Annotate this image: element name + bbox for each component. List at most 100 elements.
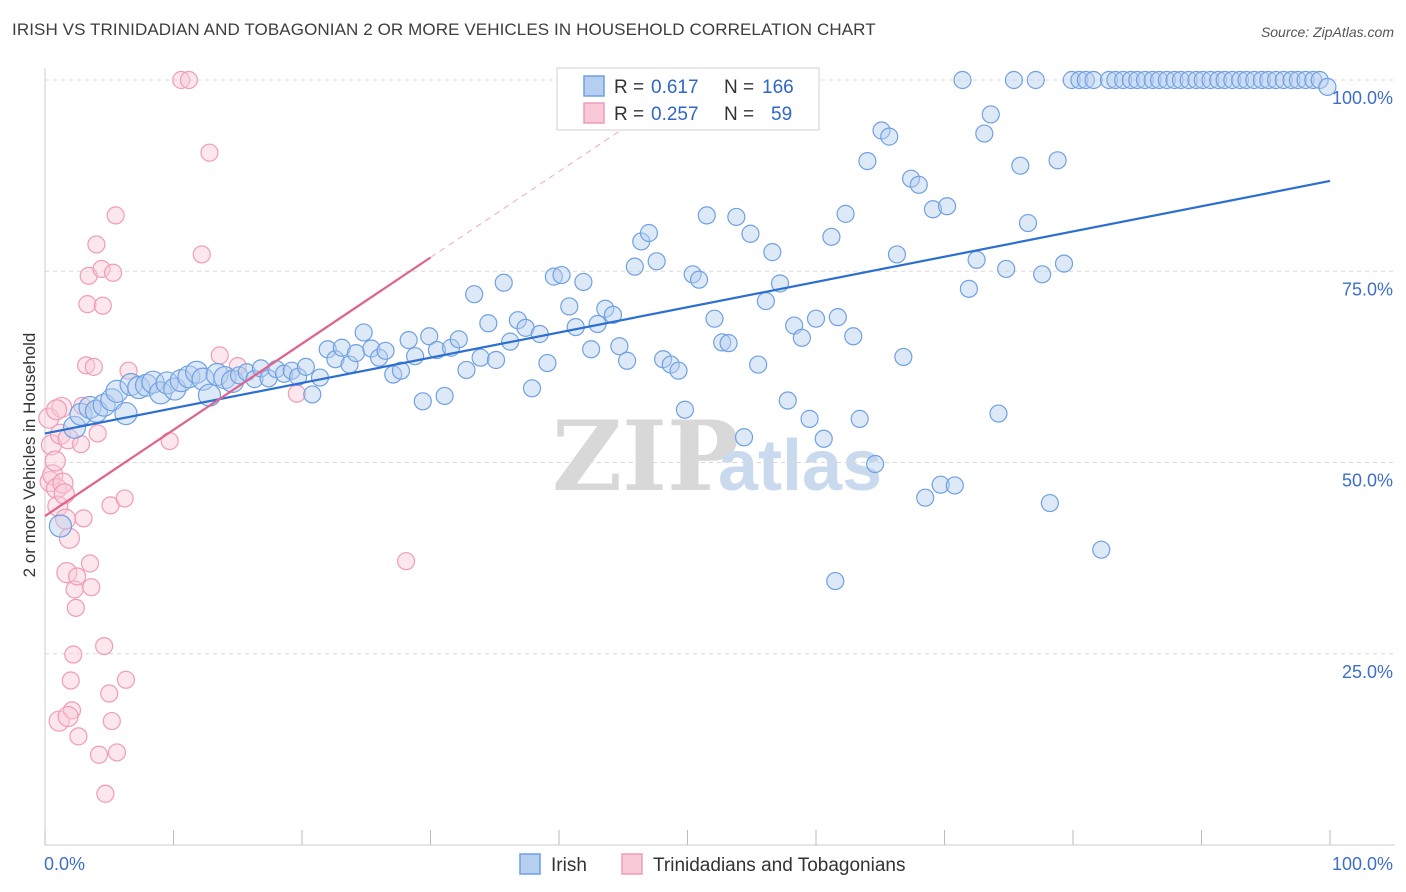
tick-labels: 25.0% 50.0% 75.0% 100.0% 0.0% 100.0% <box>44 88 1393 874</box>
irish-point <box>1048 151 1067 170</box>
irish-point <box>479 314 498 333</box>
trini-point <box>287 384 306 403</box>
irish-point <box>719 334 738 353</box>
irish-point <box>800 409 819 428</box>
irish-point <box>1157 70 1176 90</box>
y-tick-label-50: 50.0% <box>1342 471 1393 491</box>
irish-point <box>471 348 490 367</box>
trini-point <box>119 361 138 380</box>
irish-point <box>705 309 724 328</box>
irish-point <box>552 265 571 285</box>
irish-point <box>669 361 688 380</box>
irish-point <box>370 348 389 367</box>
y-axis-label: 2 or more Vehicles in Household <box>20 333 39 578</box>
irish-point <box>1070 70 1089 90</box>
irish-point <box>923 200 943 219</box>
irish-point <box>814 429 833 448</box>
legend-trini-n-label: N = <box>724 104 754 125</box>
irish-point <box>647 252 666 271</box>
irish-point <box>114 401 138 426</box>
irish-point <box>289 367 308 386</box>
irish-point <box>749 355 768 374</box>
trini-point <box>116 670 136 689</box>
trini-point <box>396 552 416 571</box>
irish-point <box>844 327 863 346</box>
trini-point <box>68 567 87 586</box>
trini-point <box>179 70 199 90</box>
trini-point <box>100 684 119 703</box>
trini-point <box>45 399 68 421</box>
irish-point <box>332 338 351 357</box>
trini-point <box>53 483 75 505</box>
irish-point <box>134 373 159 397</box>
trini-point <box>104 263 123 282</box>
legend-trini-swatch <box>583 102 605 124</box>
irish-point <box>1201 70 1220 90</box>
trini-point <box>93 296 112 315</box>
irish-point <box>1215 70 1234 90</box>
watermark-atlas: atlas <box>718 426 882 506</box>
irish-point <box>806 309 826 328</box>
trini-point <box>77 356 96 375</box>
trini-point <box>172 70 191 90</box>
trini-point <box>87 235 106 254</box>
irish-point <box>1209 70 1228 90</box>
irish-point <box>1040 493 1059 513</box>
irish-point <box>1296 70 1315 90</box>
irish-point <box>1193 70 1212 90</box>
irish-point <box>909 175 928 194</box>
irish-point <box>1149 70 1169 90</box>
irish-point <box>1106 70 1125 90</box>
trini-point <box>88 424 107 443</box>
irish-point <box>420 327 439 346</box>
irish-point <box>850 409 869 428</box>
irish-point <box>625 257 644 276</box>
irish-point <box>1165 70 1184 90</box>
legend-trini-r-value: 0.257 <box>651 104 699 125</box>
irish-point <box>1310 70 1329 90</box>
trini-point <box>210 346 229 365</box>
irish-point <box>354 323 373 342</box>
irish-point <box>1084 70 1103 90</box>
irish-point <box>778 391 797 410</box>
irish-point <box>836 204 855 223</box>
legend-trini-r-label: R = <box>614 104 644 125</box>
irish-point <box>155 371 179 395</box>
irish-point <box>1266 70 1286 90</box>
series-legend: Irish Trinidadians and Tobagonians <box>519 853 905 876</box>
irish-point <box>1143 70 1162 90</box>
irish-point <box>544 267 563 286</box>
trini-point <box>106 206 125 225</box>
irish-point <box>1018 213 1038 233</box>
trini-trend-extension <box>430 110 650 258</box>
irish-point <box>391 361 411 380</box>
irish-point <box>792 328 811 347</box>
irish-series <box>48 70 1337 591</box>
irish-point <box>465 285 484 304</box>
irish-point <box>1179 70 1198 90</box>
irish-point <box>756 291 775 311</box>
irish-point <box>508 311 527 330</box>
trini-point <box>95 636 114 656</box>
irish-point <box>1128 70 1147 90</box>
irish-point <box>866 454 885 474</box>
irish-point <box>427 340 447 360</box>
irish-point <box>1237 70 1256 90</box>
legend-irish-n-label: N = <box>724 77 754 98</box>
irish-point <box>326 350 345 369</box>
irish-point <box>346 344 366 363</box>
bottom-legend-trini-label: Trinidadians and Tobagonians <box>653 855 905 876</box>
bottom-legend-trini-swatch <box>621 853 643 875</box>
irish-point <box>1004 70 1023 90</box>
irish-point <box>1252 70 1271 90</box>
irish-point <box>1187 70 1206 90</box>
irish-point <box>741 224 760 243</box>
irish-point <box>1026 70 1045 90</box>
trini-series <box>38 70 416 803</box>
trini-point <box>58 527 81 549</box>
trini-point <box>115 489 134 508</box>
irish-point <box>376 341 395 360</box>
irish-point <box>880 127 899 146</box>
trini-point <box>80 554 100 573</box>
